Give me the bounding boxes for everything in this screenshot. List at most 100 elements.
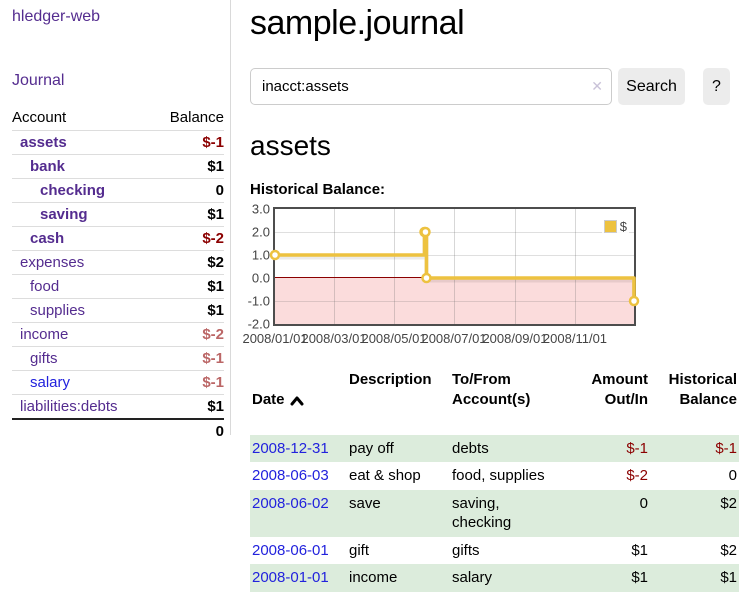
account-balance: $-1 [202, 349, 224, 367]
y-axis-tick-label: -1.0 [247, 293, 270, 309]
account-row: gifts $-1 [12, 346, 224, 370]
y-axis-tick-label: -2.0 [247, 316, 270, 332]
accounts-header-balance: Balance [169, 109, 224, 127]
transaction-accounts: food, supplies [452, 467, 545, 485]
register-header-balance: Historical Balance [668, 370, 737, 409]
account-balance: $1 [207, 397, 224, 415]
data-point-marker [421, 272, 432, 284]
account-link-assets[interactable]: assets [20, 133, 67, 151]
account-link-liabilities-debts[interactable]: liabilities:debts [20, 397, 118, 415]
historical-balance-chart: $ 3.0 2.0 1.0 0.0 -1.0 -2.0 2008/01/01 2008/03/… [242, 201, 742, 348]
register-row: 2008-06-02 save saving, checking 0 $2 [250, 489, 739, 537]
transaction-date-link[interactable]: 2008-12-31 [252, 439, 329, 457]
transaction-balance: 0 [728, 467, 737, 485]
account-row: bank $1 [12, 154, 224, 178]
page-title: sample.journal [250, 4, 465, 42]
gridline [334, 208, 335, 324]
gridline [275, 300, 634, 302]
chart-legend: $ [601, 217, 629, 235]
balance-line-series [269, 226, 640, 307]
register-header-accounts: To/From Account(s) [452, 370, 531, 409]
data-point-marker [628, 295, 640, 307]
register-row: 2008-01-01 income salary $1 $1 [250, 564, 739, 592]
x-axis-tick-label: 2008/03/01 [301, 330, 367, 346]
transaction-date-link[interactable]: 2008-06-03 [252, 467, 329, 485]
y-axis-tick-label: 1.0 [251, 247, 270, 263]
help-button[interactable]: ? [703, 68, 730, 106]
legend-swatch-icon [603, 219, 617, 233]
accounts-total-row: 0 [12, 418, 224, 443]
account-link-income[interactable]: income [20, 325, 69, 343]
transaction-amount: 0 [639, 494, 648, 512]
y-axis-tick-label: 0.0 [251, 270, 270, 286]
accounts-total-balance: 0 [215, 422, 224, 440]
gridline [394, 208, 395, 324]
register-row: 2008-06-01 gift gifts $1 $2 [250, 537, 739, 565]
transaction-accounts: salary [452, 569, 493, 587]
transaction-description: gift [349, 541, 370, 559]
account-link-saving[interactable]: saving [40, 205, 88, 223]
account-link-checking[interactable]: checking [40, 181, 106, 199]
clear-search-icon[interactable]: ✕ [591, 78, 603, 95]
account-link-gifts[interactable]: gifts [30, 349, 58, 367]
account-link-cash[interactable]: cash [30, 229, 65, 247]
x-axis-tick-label: 2008/09/01 [482, 330, 548, 346]
account-link-bank[interactable]: bank [30, 157, 66, 175]
transaction-amount: $1 [631, 541, 648, 559]
account-row: cash $-2 [12, 226, 224, 250]
account-balance: $1 [207, 205, 224, 223]
account-link-expenses[interactable]: expenses [20, 253, 85, 271]
x-axis-tick-label: 2008/05/01 [361, 330, 427, 346]
transaction-date-link[interactable]: 2008-01-01 [252, 569, 329, 587]
transaction-description: save [349, 494, 381, 512]
account-balance: $1 [207, 301, 224, 319]
gridline [454, 208, 455, 324]
accounts-header-account: Account [12, 109, 67, 127]
account-link-food[interactable]: food [30, 277, 60, 295]
sort-ascending-icon [290, 396, 304, 406]
gridline [574, 208, 576, 324]
y-axis-tick-label: 2.0 [251, 224, 270, 240]
register-header-date[interactable]: Date [250, 368, 347, 435]
register-row: 2008-12-31 pay off debts $-1 $-1 [250, 434, 739, 463]
account-balance: 0 [215, 181, 224, 199]
gridline [275, 254, 634, 256]
account-balance: $1 [207, 157, 224, 175]
search-button[interactable]: Search [618, 68, 685, 106]
register-row: 2008-06-03 eat & shop food, supplies $-2… [250, 462, 739, 490]
account-page-title: assets [250, 130, 331, 162]
register-header-date-label: Date [252, 391, 285, 409]
legend-label: $ [619, 218, 627, 234]
transaction-balance: $2 [720, 541, 737, 559]
transaction-accounts: saving, checking [452, 494, 512, 532]
x-axis-tick-label: 2008/07/01 [421, 330, 487, 346]
y-axis-tick-label: 3.0 [251, 201, 270, 217]
chart-section-label: Historical Balance: [250, 180, 386, 198]
account-row: assets $-1 [12, 130, 224, 154]
account-balance: $-2 [202, 229, 224, 247]
x-axis-tick-label: 2008/11/01 [542, 330, 608, 346]
account-link-supplies[interactable]: supplies [30, 301, 86, 319]
transaction-date-link[interactable]: 2008-06-02 [252, 494, 329, 512]
account-row: checking 0 [12, 178, 224, 202]
app-title-link[interactable]: hledger-web [12, 8, 101, 25]
gridline [275, 231, 634, 233]
transaction-balance: $1 [720, 569, 737, 587]
account-link-salary[interactable]: salary [30, 373, 71, 391]
gridline [514, 208, 516, 324]
chart-plot-area[interactable]: $ [269, 206, 640, 326]
account-balance: $1 [207, 277, 224, 295]
account-row: salary $-1 [12, 370, 224, 394]
sidebar-item-journal[interactable]: Journal [12, 72, 65, 89]
transaction-accounts: gifts [452, 541, 480, 559]
transaction-date-link[interactable]: 2008-06-01 [252, 541, 329, 559]
search-form: ✕ Search ? [250, 68, 742, 106]
transaction-balance: $-1 [715, 439, 737, 457]
search-input[interactable] [250, 68, 612, 106]
account-row: saving $1 [12, 202, 224, 226]
sidebar: hledger-web Journal Account Balance asse… [0, 0, 231, 440]
transaction-amount: $1 [631, 569, 648, 587]
data-point-marker [420, 226, 431, 238]
account-balance: $-2 [202, 325, 224, 343]
